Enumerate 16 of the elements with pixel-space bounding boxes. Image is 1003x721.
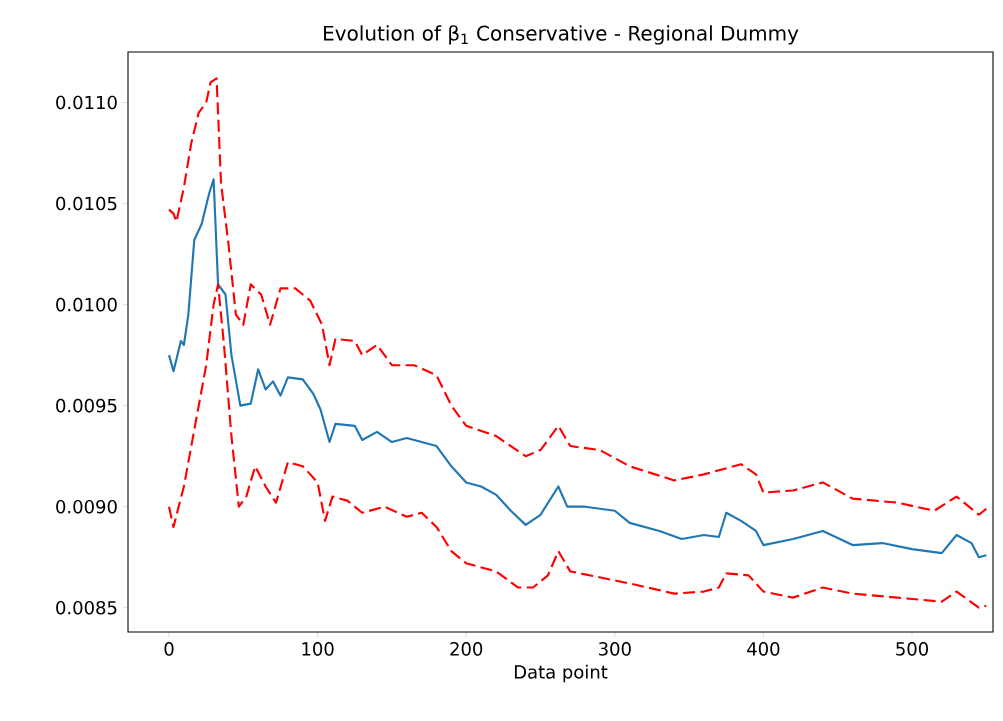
line-series [167, 178, 988, 559]
x-tick-label: 500 [896, 642, 928, 656]
x-tick-label: 300 [599, 642, 631, 656]
y-tick-label: 0.0085 [56, 600, 117, 615]
x-tick-label: 0 [164, 642, 174, 656]
x-tick-label: 200 [450, 642, 483, 656]
x-tick-label: 400 [747, 642, 780, 656]
x-tick-label: 100 [302, 642, 334, 656]
y-tick-label: 0.0100 [56, 297, 117, 312]
chart-title: Evolution of β$_{1}$ Conservative - Regional Dummy [324, 25, 799, 45]
y-tick-label: 0.0095 [56, 398, 117, 413]
line-series [167, 77, 988, 516]
y-tick-label: 0.0105 [56, 196, 117, 211]
y-tick-label: 0.0090 [56, 499, 117, 514]
x-axis-title: Data point [514, 664, 608, 683]
y-tick-label: 0.0110 [56, 95, 117, 110]
